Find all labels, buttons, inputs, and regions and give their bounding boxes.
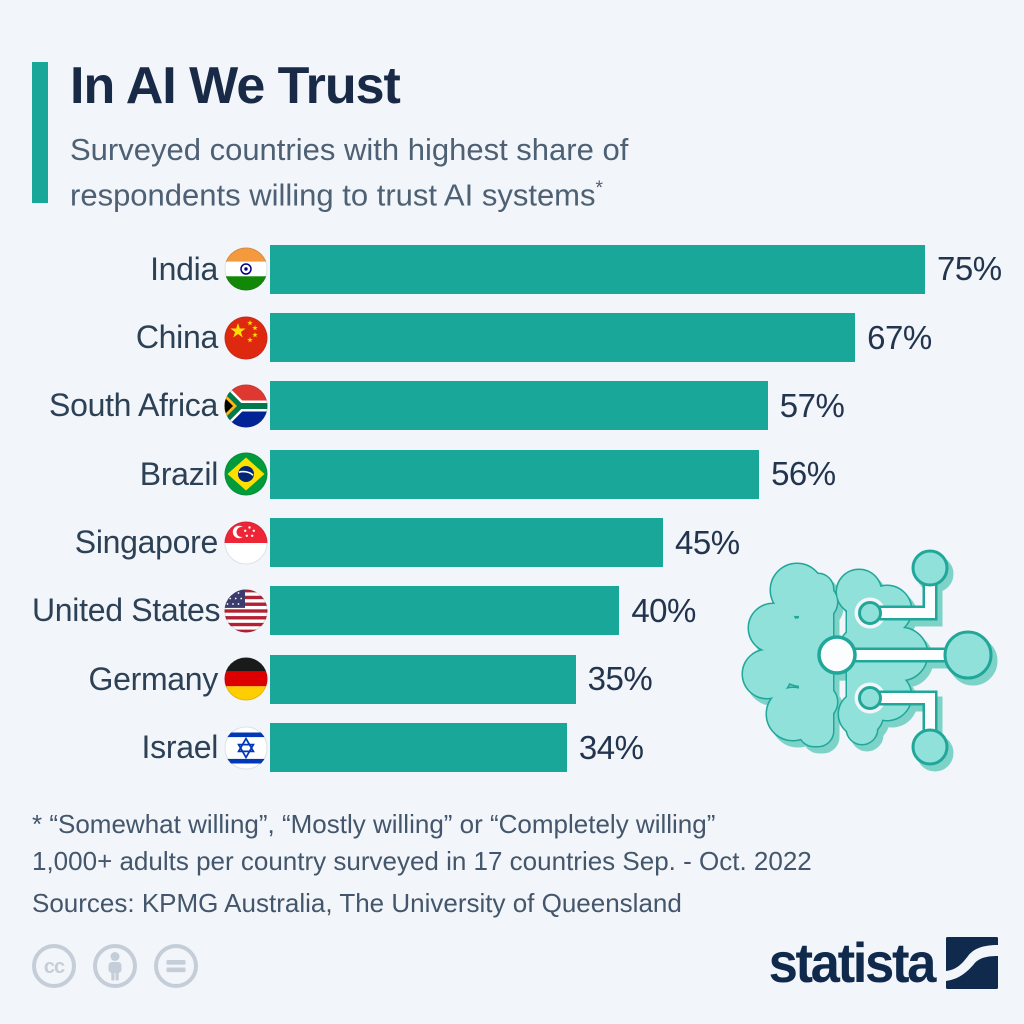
bar [270,723,567,773]
brazil-flag-icon [224,452,268,496]
country-label: United States [32,592,221,629]
bar-track: 57% [270,372,1024,440]
ai-brain-circuit-illustration [741,549,993,766]
bar [270,244,925,294]
chart-row: Brazil 56% [32,440,1024,508]
statista-logo[interactable]: statista [758,930,998,995]
bar [270,654,576,704]
footnote-methodology: 1,000+ adults per country surveyed in 17… [32,846,812,876]
bar-track: 45% [270,508,1024,576]
subtitle-line-2: respondents willing to trust AI systems [70,177,596,213]
value-label: 45% [675,523,740,561]
value-label: 34% [578,728,644,766]
footnote-sources: Sources: KPMG Australia, The University … [32,888,682,918]
bar [270,313,856,363]
singapore-flag-icon [224,521,268,565]
chart-subtitle: Surveyed countries with highest share of… [70,130,628,214]
value-label: 67% [867,318,932,356]
germany-flag-icon [224,657,268,701]
bar [270,586,620,636]
chart-row: Israel 34% [32,713,1024,781]
statista-logo-mark [946,936,998,989]
country-label: India [150,250,218,287]
india-flag-icon [224,247,268,291]
country-label: Brazil [139,455,219,492]
value-label: 35% [587,660,653,698]
south-africa-flag-icon [224,384,268,428]
bar [270,518,663,568]
chart-row: Singapore 45% [32,508,1024,576]
page-title: In AI We Trust [70,57,401,115]
bar-chart: India 75% China 67 [32,235,1024,783]
bar-track: 34% [270,713,1024,781]
license-icons: cc [30,942,200,990]
bar-track: 67% [270,303,1024,371]
israel-flag-icon [224,726,268,770]
bar-track: 75% [270,235,1024,303]
chart-row: Germany 35% [32,645,1024,713]
no-derivatives-icon[interactable] [152,942,200,990]
country-label: Singapore [74,524,219,561]
united-states-flag-icon [224,589,268,633]
bar [270,381,768,431]
value-label: 75% [937,250,1002,288]
country-label: Israel [141,729,219,766]
svg-text:cc: cc [44,956,65,978]
country-label: China [135,319,218,356]
attribution-icon[interactable] [91,942,139,990]
subtitle-line-1: Surveyed countries with highest share of [70,132,629,167]
bar-track: 40% [270,577,1024,645]
footnote-definition: * “Somewhat willing”, “Mostly willing” o… [32,809,716,839]
china-flag-icon [224,316,268,360]
country-label: South Africa [49,387,218,424]
chart-row: China 67% [32,303,1024,371]
statista-wordmark: statista [768,931,936,994]
chart-row: South Africa 57% [32,372,1024,440]
country-label: Germany [88,660,219,697]
bar-track: 56% [270,440,1024,508]
title-accent-bar [32,62,48,203]
cc-icon[interactable]: cc [30,942,78,990]
bar-track: 35% [270,645,1024,713]
value-label: 56% [771,455,836,493]
chart-row: United States 40% [32,577,1024,645]
value-label: 40% [631,591,696,629]
footnotes: * “Somewhat willing”, “Mostly willing” o… [32,806,812,922]
chart-row: India 75% [32,235,1024,303]
footnote-marker: * [595,178,603,199]
value-label: 57% [779,386,845,424]
bar [270,449,760,499]
